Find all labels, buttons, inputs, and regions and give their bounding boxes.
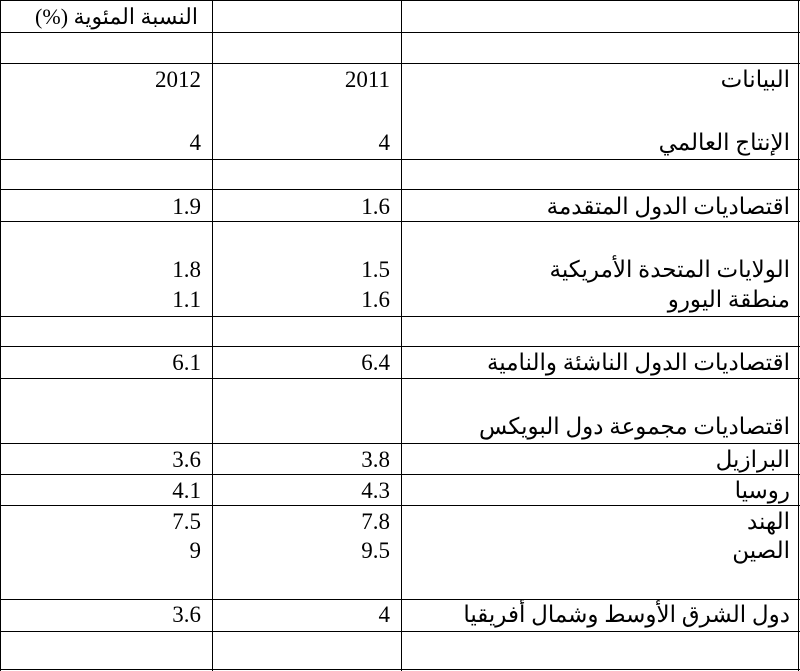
row-label: البرازيل [715, 447, 790, 472]
row-rule [0, 0, 800, 1]
cell-2011: 3.8 [361, 447, 390, 472]
cell-2012: 4.1 [172, 478, 201, 503]
row-label: الصين [732, 538, 790, 563]
row-rule [0, 189, 800, 190]
row-label: الإنتاج العالمي [658, 130, 790, 155]
row-label: روسيا [734, 478, 790, 503]
cell-2012: 1.8 [172, 257, 201, 282]
row-label: اقتصاديات الدول المتقدمة [546, 194, 790, 219]
column-header-2011: 2011 [344, 67, 390, 92]
row-rule [0, 221, 800, 222]
column-rule [401, 0, 402, 671]
row-label: منطقة اليورو [667, 287, 790, 312]
row-rule [0, 32, 800, 33]
cell-2012: 3.6 [172, 447, 201, 472]
cell-2011: 9.5 [361, 538, 390, 563]
row-label: الولايات المتحدة الأمريكية [549, 257, 790, 282]
cell-2012: 3.6 [172, 602, 201, 627]
cell-2011: 4 [378, 130, 391, 155]
cell-2011: 4 [378, 602, 391, 627]
row-rule [0, 599, 800, 600]
row-label: دول الشرق الأوسط وشمال أفريقيا [463, 602, 790, 627]
cell-2012: 1.1 [172, 287, 201, 312]
cell-2012: 1.9 [172, 194, 201, 219]
column-header-2012: 2012 [155, 67, 201, 92]
cell-2011: 1.5 [361, 257, 390, 282]
unit-label: النسبة المئوية (%) [35, 4, 198, 29]
row-rule [0, 159, 800, 160]
row-rule [0, 378, 800, 379]
row-rule [0, 443, 800, 444]
cell-2011: 4.3 [361, 478, 390, 503]
cell-2011: 1.6 [361, 287, 390, 312]
row-rule [0, 474, 800, 475]
row-label: اقتصاديات مجموعة دول البويكس [479, 414, 790, 439]
cell-2011: 1.6 [361, 194, 390, 219]
cell-2011: 6.4 [361, 350, 390, 375]
row-rule [0, 505, 800, 506]
row-rule [0, 346, 800, 347]
cell-2012: 7.5 [172, 509, 201, 534]
row-label: اقتصاديات الدول الناشئة والنامية [486, 350, 790, 375]
cell-2012: 9 [189, 538, 202, 563]
cell-2012: 4 [189, 130, 202, 155]
row-label: الهند [746, 509, 790, 534]
column-rule [0, 0, 1, 671]
column-header-label: البيانات [720, 67, 790, 92]
cell-2011: 7.8 [361, 509, 390, 534]
cell-2012: 6.1 [172, 350, 201, 375]
row-rule [0, 669, 800, 670]
row-rule [0, 63, 800, 64]
column-rule [798, 0, 799, 671]
column-rule [212, 0, 213, 671]
row-rule [0, 631, 800, 632]
row-rule [0, 316, 800, 317]
